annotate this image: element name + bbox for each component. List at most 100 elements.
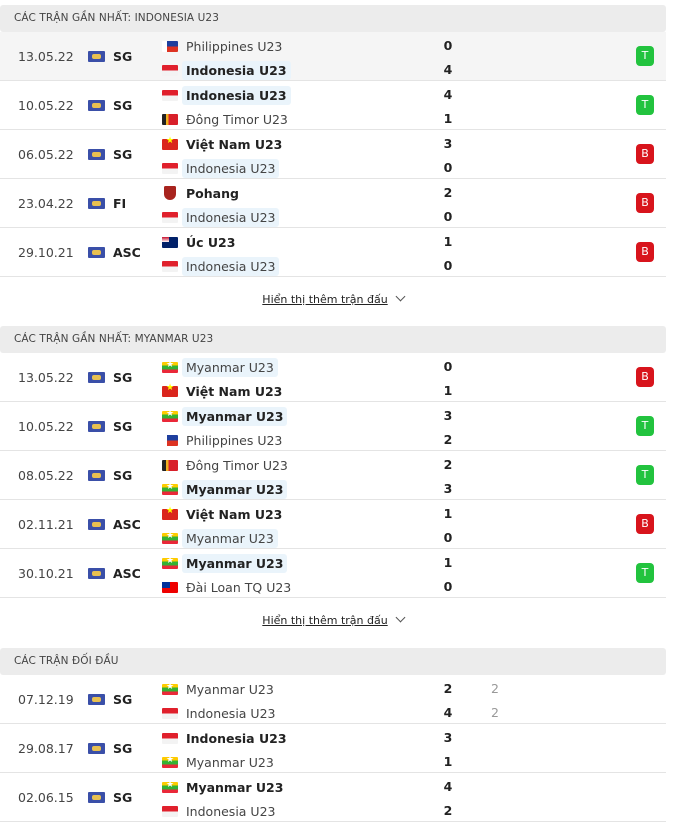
league-name[interactable]: SG xyxy=(113,98,133,113)
team-name[interactable]: Pohang xyxy=(186,185,239,201)
show-more-label[interactable]: Hiển thị thêm trận đấu xyxy=(262,614,388,627)
league-name[interactable]: SG xyxy=(113,741,133,756)
match-row[interactable]: 10.05.22 SG Indonesia U23 4 Đông Timor U… xyxy=(0,81,666,130)
team-home[interactable]: Myanmar U23 xyxy=(162,553,288,573)
league-name[interactable]: ASC xyxy=(113,566,141,581)
league-name[interactable]: SG xyxy=(113,790,133,805)
team-home[interactable]: Đông Timor U23 xyxy=(162,455,292,475)
team-away[interactable]: Đông Timor U23 xyxy=(162,109,292,129)
match-date: 08.05.22 xyxy=(18,468,74,483)
team-away[interactable]: Indonesia U23 xyxy=(162,207,280,227)
score-home: 4 xyxy=(443,87,453,102)
match-row[interactable]: 29.08.17 SG Indonesia U23 3 Myanmar U23 … xyxy=(0,724,666,773)
team-home[interactable]: Úc U23 xyxy=(162,232,239,252)
team-name[interactable]: Myanmar U23 xyxy=(182,553,288,573)
match-row[interactable]: 10.05.22 SG Myanmar U23 3 Philippines U2… xyxy=(0,402,666,451)
league-icon xyxy=(88,198,105,209)
team-home[interactable]: Indonesia U23 xyxy=(162,728,291,748)
show-more-link[interactable]: Hiển thị thêm trận đấu xyxy=(0,598,666,646)
team-away[interactable]: Indonesia U23 xyxy=(162,801,279,821)
team-name[interactable]: Philippines U23 xyxy=(186,38,283,54)
tl-flag-icon xyxy=(162,113,178,125)
result-badge: T xyxy=(636,465,654,485)
team-name[interactable]: Myanmar U23 xyxy=(182,479,288,499)
show-more-label[interactable]: Hiển thị thêm trận đấu xyxy=(262,293,388,306)
team-name[interactable]: Philippines U23 xyxy=(186,432,283,448)
team-name[interactable]: Việt Nam U23 xyxy=(186,506,283,522)
team-name[interactable]: Đông Timor U23 xyxy=(186,111,288,127)
league-name[interactable]: SG xyxy=(113,370,133,385)
league-name[interactable]: SG xyxy=(113,49,133,64)
team-away[interactable]: Myanmar U23 xyxy=(162,528,278,548)
team-name[interactable]: Indonesia U23 xyxy=(182,60,291,80)
team-home[interactable]: Philippines U23 xyxy=(162,36,286,56)
team-name[interactable]: Myanmar U23 xyxy=(186,754,274,770)
show-more-link[interactable]: Hiển thị thêm trận đấu xyxy=(0,277,666,325)
league-name[interactable]: ASC xyxy=(113,517,141,532)
league-icon xyxy=(88,792,105,803)
pohang-flag-icon xyxy=(164,186,176,200)
team-home[interactable]: Việt Nam U23 xyxy=(162,504,286,524)
match-row[interactable]: 13.05.22 SG Myanmar U23 0 Việt Nam U23 1… xyxy=(0,353,666,402)
league-name[interactable]: SG xyxy=(113,692,133,707)
team-home[interactable]: Myanmar U23 xyxy=(162,679,278,699)
team-away[interactable]: Indonesia U23 xyxy=(162,60,291,80)
team-name[interactable]: Myanmar U23 xyxy=(182,406,288,426)
team-name[interactable]: Indonesia U23 xyxy=(182,256,280,276)
team-away[interactable]: Indonesia U23 xyxy=(162,256,280,276)
league-name[interactable]: SG xyxy=(113,468,133,483)
league-name[interactable]: ASC xyxy=(113,245,141,260)
match-row[interactable]: 02.11.21 ASC Việt Nam U23 1 Myanmar U23 … xyxy=(0,500,666,549)
team-name[interactable]: Indonesia U23 xyxy=(182,207,280,227)
match-row[interactable]: 07.12.19 SG Myanmar U23 2 2 Indonesia U2… xyxy=(0,675,666,724)
league-name[interactable]: SG xyxy=(113,419,133,434)
match-row[interactable]: 29.10.21 ASC Úc U23 1 Indonesia U23 0 B xyxy=(0,228,666,277)
team-name[interactable]: Indonesia U23 xyxy=(182,85,291,105)
league-icon xyxy=(88,149,105,160)
team-away[interactable]: Đài Loan TQ U23 xyxy=(162,577,295,597)
match-row[interactable]: 08.05.22 SG Đông Timor U23 2 Myanmar U23… xyxy=(0,451,666,500)
team-name[interactable]: Indonesia U23 xyxy=(186,803,276,819)
team-name[interactable]: Myanmar U23 xyxy=(186,681,274,697)
match-row[interactable]: 13.05.22 SG Philippines U23 0 Indonesia … xyxy=(0,32,666,81)
match-date: 13.05.22 xyxy=(18,370,74,385)
team-away[interactable]: Myanmar U23 xyxy=(162,479,288,499)
team-name[interactable]: Indonesia U23 xyxy=(186,730,287,746)
team-away[interactable]: Myanmar U23 xyxy=(162,752,278,772)
team-name[interactable]: Myanmar U23 xyxy=(182,528,278,548)
team-name[interactable]: Đông Timor U23 xyxy=(186,457,288,473)
match-row[interactable]: 02.06.15 SG Myanmar U23 4 Indonesia U23 … xyxy=(0,773,666,822)
team-home[interactable]: Myanmar U23 xyxy=(162,357,278,377)
team-home[interactable]: Indonesia U23 xyxy=(162,85,291,105)
team-home[interactable]: Pohang xyxy=(162,183,243,203)
ph-flag-icon xyxy=(162,40,178,52)
team-away[interactable]: Indonesia U23 xyxy=(162,158,280,178)
league-icon xyxy=(88,694,105,705)
match-date: 07.12.19 xyxy=(18,692,74,707)
section-2: CÁC TRẬN ĐỐI ĐẦU 07.12.19 SG Myanmar U23… xyxy=(0,648,666,822)
team-name[interactable]: Myanmar U23 xyxy=(182,357,278,377)
match-row[interactable]: 23.04.22 FI Pohang 2 Indonesia U23 0 B xyxy=(0,179,666,228)
score-home: 1 xyxy=(443,555,453,570)
team-name[interactable]: Việt Nam U23 xyxy=(186,136,283,152)
league-name[interactable]: SG xyxy=(113,147,133,162)
extra-score-home: 2 xyxy=(491,681,499,696)
team-home[interactable]: Myanmar U23 xyxy=(162,406,288,426)
team-name[interactable]: Việt Nam U23 xyxy=(186,383,283,399)
team-name[interactable]: Myanmar U23 xyxy=(186,779,284,795)
match-date: 02.06.15 xyxy=(18,790,74,805)
league-name[interactable]: FI xyxy=(113,196,127,211)
team-home[interactable]: Myanmar U23 xyxy=(162,777,287,797)
team-away[interactable]: Philippines U23 xyxy=(162,430,286,450)
id-flag-icon xyxy=(162,805,178,817)
team-home[interactable]: Việt Nam U23 xyxy=(162,134,286,154)
score-away: 2 xyxy=(443,432,453,447)
team-away[interactable]: Việt Nam U23 xyxy=(162,381,286,401)
team-away[interactable]: Indonesia U23 xyxy=(162,703,279,723)
team-name[interactable]: Đài Loan TQ U23 xyxy=(186,579,292,595)
team-name[interactable]: Úc U23 xyxy=(186,234,236,250)
match-row[interactable]: 06.05.22 SG Việt Nam U23 3 Indonesia U23… xyxy=(0,130,666,179)
team-name[interactable]: Indonesia U23 xyxy=(186,705,276,721)
team-name[interactable]: Indonesia U23 xyxy=(182,158,280,178)
match-row[interactable]: 30.10.21 ASC Myanmar U23 1 Đài Loan TQ U… xyxy=(0,549,666,598)
